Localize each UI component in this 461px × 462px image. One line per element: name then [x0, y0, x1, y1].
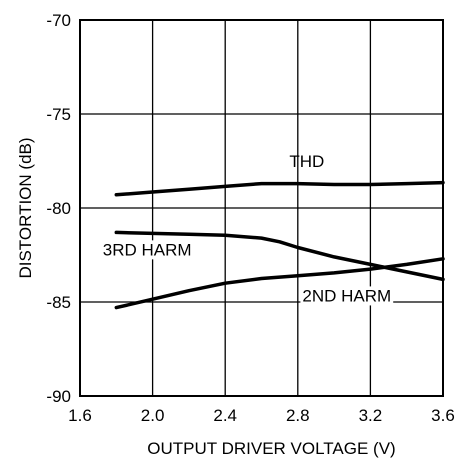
series-label-3rd-harm: 3RD HARM [103, 240, 192, 259]
series-line-2 [114, 257, 445, 310]
series-label-background [300, 286, 394, 306]
series-lines [114, 180, 445, 310]
x-tick-label: 2.4 [213, 406, 237, 425]
x-tick-label: 2.8 [286, 406, 310, 425]
series-line-0 [114, 180, 445, 197]
y-tick-label: -85 [46, 293, 71, 312]
x-tick-label: 1.6 [68, 406, 92, 425]
y-tick-label: -75 [46, 105, 71, 124]
x-tick-label: 2.0 [141, 406, 165, 425]
y-tick-label: -80 [46, 199, 71, 218]
y-tick-label: -70 [46, 11, 71, 30]
x-tick-label: 3.2 [359, 406, 383, 425]
y-tick-label: -90 [46, 387, 71, 406]
y-tick-labels: -70 -75 -80 -85 -90 [46, 11, 71, 406]
series-label-2nd-harm: 2ND HARM [302, 286, 391, 305]
y-axis-title: DISTORTION (dB) [16, 137, 35, 278]
series-label-background [100, 240, 194, 260]
series-label-thd: THD [289, 152, 324, 171]
grid [80, 20, 443, 396]
x-tick-labels: 1.6 2.0 2.4 2.8 3.2 3.6 [68, 406, 455, 425]
x-tick-label: 3.6 [431, 406, 455, 425]
x-axis-title: OUTPUT DRIVER VOLTAGE (V) [147, 439, 395, 458]
plot-frame [79, 19, 444, 397]
